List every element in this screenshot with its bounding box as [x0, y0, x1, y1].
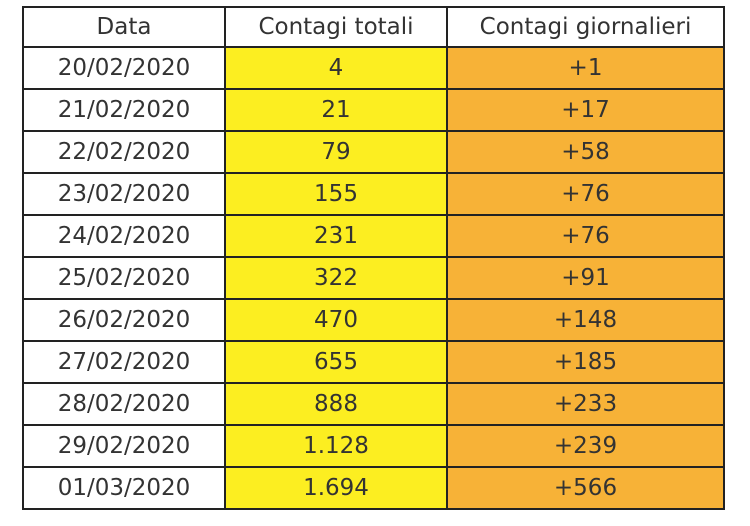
date-cell: 28/02/2020 — [22, 382, 226, 426]
header-date: Data — [22, 6, 226, 48]
table-row: 25/02/2020 322 +91 — [22, 256, 725, 300]
table-row: 26/02/2020 470 +148 — [22, 298, 725, 342]
header-daily-cases: Contagi giornalieri — [446, 6, 725, 48]
table-row: 28/02/2020 888 +233 — [22, 382, 725, 426]
daily-cases-cell: +185 — [446, 340, 725, 384]
date-cell: 21/02/2020 — [22, 88, 226, 132]
table-row: 20/02/2020 4 +1 — [22, 46, 725, 90]
date-cell: 22/02/2020 — [22, 130, 226, 174]
total-cases-cell: 155 — [224, 172, 448, 216]
date-cell: 26/02/2020 — [22, 298, 226, 342]
table-row: 27/02/2020 655 +185 — [22, 340, 725, 384]
daily-cases-cell: +239 — [446, 424, 725, 468]
daily-cases-cell: +91 — [446, 256, 725, 300]
date-cell: 25/02/2020 — [22, 256, 226, 300]
total-cases-cell: 79 — [224, 130, 448, 174]
daily-cases-cell: +1 — [446, 46, 725, 90]
daily-cases-cell: +17 — [446, 88, 725, 132]
table-row: 01/03/2020 1.694 +566 — [22, 466, 725, 510]
date-cell: 20/02/2020 — [22, 46, 226, 90]
total-cases-cell: 470 — [224, 298, 448, 342]
table-row: 23/02/2020 155 +76 — [22, 172, 725, 216]
table-row: 29/02/2020 1.128 +239 — [22, 424, 725, 468]
table-body: 20/02/2020 4 +1 21/02/2020 21 +17 22/02/2020 79… — [22, 46, 725, 510]
date-cell: 01/03/2020 — [22, 466, 226, 510]
table-row: 21/02/2020 21 +17 — [22, 88, 725, 132]
total-cases-cell: 888 — [224, 382, 448, 426]
daily-cases-cell: +58 — [446, 130, 725, 174]
total-cases-cell: 655 — [224, 340, 448, 384]
daily-cases-cell: +148 — [446, 298, 725, 342]
daily-cases-cell: +76 — [446, 214, 725, 258]
table-row: 22/02/2020 79 +58 — [22, 130, 725, 174]
date-cell: 29/02/2020 — [22, 424, 226, 468]
total-cases-cell: 1.694 — [224, 466, 448, 510]
total-cases-cell: 322 — [224, 256, 448, 300]
date-cell: 23/02/2020 — [22, 172, 226, 216]
daily-cases-cell: +233 — [446, 382, 725, 426]
table-row: 24/02/2020 231 +76 — [22, 214, 725, 258]
total-cases-cell: 231 — [224, 214, 448, 258]
header-row: Data Contagi totali Contagi giornalieri — [22, 6, 725, 48]
date-cell: 27/02/2020 — [22, 340, 226, 384]
date-cell: 24/02/2020 — [22, 214, 226, 258]
contagion-table: Data Contagi totali Contagi giornalieri … — [22, 6, 725, 510]
total-cases-cell: 1.128 — [224, 424, 448, 468]
header-total-cases: Contagi totali — [224, 6, 448, 48]
daily-cases-cell: +566 — [446, 466, 725, 510]
daily-cases-cell: +76 — [446, 172, 725, 216]
total-cases-cell: 21 — [224, 88, 448, 132]
total-cases-cell: 4 — [224, 46, 448, 90]
